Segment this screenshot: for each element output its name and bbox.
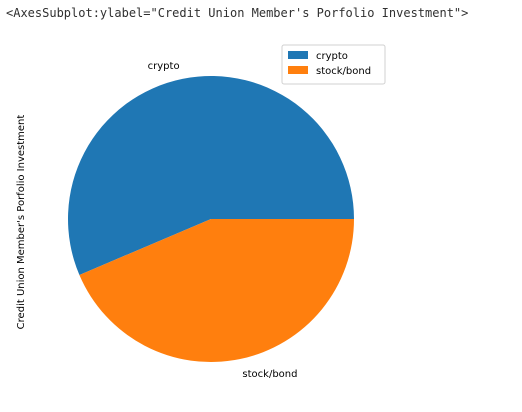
legend: crypto stock/bond xyxy=(281,44,386,85)
slice-label-stock-bond: stock/bond xyxy=(242,369,297,380)
pie-slice-stock-bond xyxy=(79,219,354,363)
pie-slice-crypto xyxy=(68,76,355,275)
output-repr-text: <AxesSubplot:ylabel="Credit Union Member… xyxy=(6,6,469,20)
legend-swatch-stock-bond xyxy=(288,66,308,74)
legend-label-crypto: crypto xyxy=(316,51,348,62)
legend-label-stock-bond: stock/bond xyxy=(316,66,371,77)
y-axis-label: Credit Union Member's Porfolio Investmen… xyxy=(16,115,27,330)
pie-slices xyxy=(68,76,355,363)
legend-swatch-crypto xyxy=(288,51,308,59)
slice-label-crypto: crypto xyxy=(148,61,180,72)
pie-slice-labels: crypto stock/bond xyxy=(148,61,298,380)
